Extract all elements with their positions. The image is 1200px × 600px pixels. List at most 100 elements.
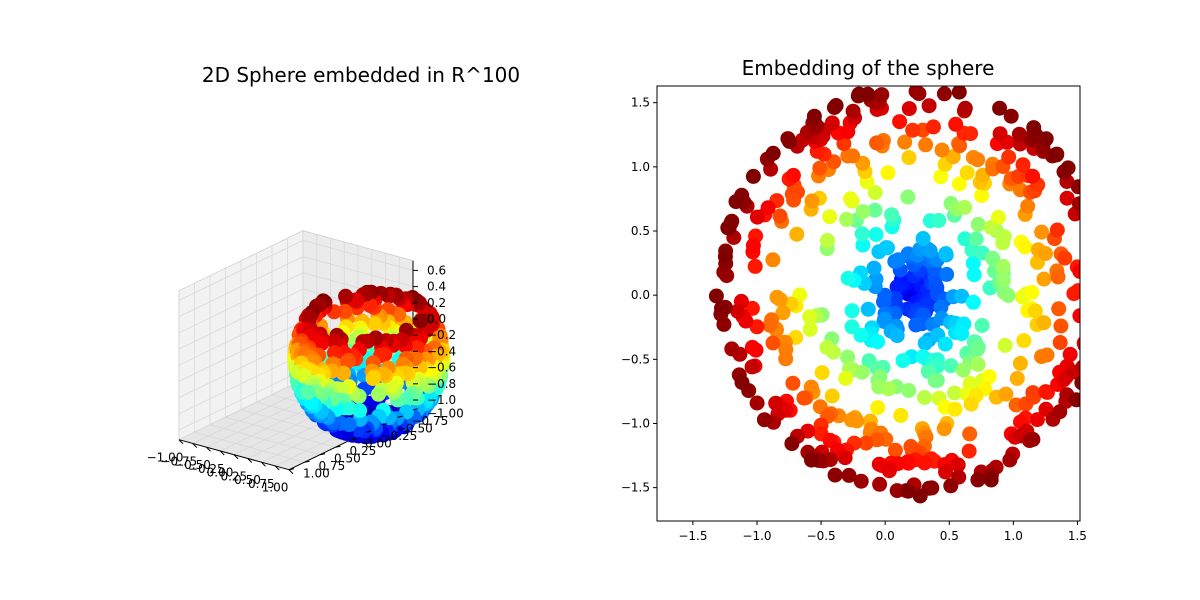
sphere-points (287, 284, 451, 445)
embedding-point (880, 165, 896, 181)
embedding-point (1025, 431, 1041, 447)
sphere-point (412, 313, 428, 329)
embedding-point (784, 436, 800, 452)
embedding-point (748, 342, 764, 358)
embedding-point (1001, 149, 1017, 165)
sphere-point (339, 354, 355, 370)
y-tick-label: 0.75 (319, 459, 346, 473)
embedding-point (957, 231, 973, 247)
embedding-point (1079, 278, 1080, 282)
embedding-point (1015, 157, 1031, 173)
embedding-point (804, 193, 820, 209)
embedding-point (1066, 286, 1080, 302)
z-tick-label: 0.0 (427, 312, 446, 326)
y-tick-label: 0.50 (334, 452, 361, 466)
embedding-point (970, 341, 985, 357)
embedding-point (1039, 347, 1055, 363)
embedding-point (966, 267, 982, 283)
embedding-point (714, 300, 729, 316)
embedding-point (912, 488, 928, 504)
embedding-point (1049, 147, 1064, 163)
embedding-point (804, 452, 819, 468)
embedding-point (1070, 179, 1080, 195)
embedding-point (1072, 308, 1080, 324)
embedding-point (951, 176, 967, 192)
embedding-point (1083, 234, 1098, 249)
embedding-point (970, 356, 986, 372)
embedding-point (858, 435, 874, 451)
left-grid-z (178, 288, 304, 350)
embedding-point (1079, 300, 1080, 306)
embedding-point (1077, 338, 1080, 351)
embedding-point (947, 385, 962, 401)
y-tick (335, 445, 341, 448)
embedding-point (985, 250, 1001, 266)
z-tick-label: −0.8 (427, 377, 456, 391)
embedding-point (812, 160, 828, 176)
embedding-point (1091, 300, 1106, 315)
embedding-axes-frame (656, 85, 1081, 522)
embedding-point (983, 472, 999, 488)
embedding-point (1089, 341, 1104, 356)
embedding-point (1062, 346, 1078, 362)
y-tick-label: −0.50 (396, 422, 433, 436)
embedding-point (1000, 287, 1016, 303)
embedding-point (963, 126, 979, 142)
embedding-point (708, 288, 724, 304)
embedding-point (1100, 296, 1115, 311)
embedding-point (802, 309, 818, 325)
embedding-point (943, 358, 959, 374)
embedding-point (933, 299, 949, 315)
embedding-point (901, 101, 917, 117)
embedding-point (780, 131, 796, 147)
x-tick (233, 454, 239, 460)
embedding-point (730, 303, 746, 319)
x-tick-label: 0.50 (234, 473, 261, 487)
embedding-point (897, 134, 913, 150)
embedding-ticks: −1.5 −1.5 −1.0 −1.0 −0.5 −0.5 0.0 0.0 0.5 0.5 1.0 1… (621, 96, 1087, 543)
embedding-point (876, 294, 892, 310)
embedding-point (1034, 224, 1050, 240)
embedding-point (1029, 412, 1045, 428)
embedding-point (1002, 452, 1018, 468)
embedding-point (1050, 269, 1066, 285)
embedding-point (819, 340, 835, 355)
embedding-point (772, 208, 788, 224)
embedding-point (855, 237, 871, 253)
sphere-point (327, 345, 342, 361)
embedding-point (938, 246, 954, 262)
embedding-point (1012, 355, 1028, 371)
embedding-point (997, 337, 1013, 353)
embedding-point (1038, 246, 1053, 261)
embedding-point (872, 476, 888, 492)
embedding-point (867, 202, 883, 218)
embedding-point (925, 119, 941, 135)
embedding-point (845, 103, 861, 119)
embedding-point (908, 317, 924, 333)
left-grid-z (178, 256, 304, 317)
embedding-point (762, 317, 778, 333)
embedding-point (738, 313, 754, 329)
y-tick-label: −0.25 (381, 429, 418, 443)
embedding-plot: Embedding of the sphere −1.5 −1.5 −1.0 −1.0… (621, 56, 1115, 543)
embedding-point (895, 353, 911, 369)
embedding-point (936, 86, 952, 102)
x-tick (288, 469, 294, 475)
embedding-point (1085, 204, 1100, 219)
embedding-point (839, 211, 855, 227)
embedding-point (822, 209, 838, 225)
embedding-point (745, 168, 761, 184)
embedding-point (957, 100, 973, 116)
embedding-point (1020, 198, 1036, 214)
embedding-point (881, 463, 897, 479)
embedding-point (951, 86, 967, 100)
embedding-point (845, 148, 861, 164)
embedding-point (1024, 284, 1040, 300)
x-tick-label: 0.75 (248, 477, 275, 491)
embedding-point (1052, 335, 1068, 350)
left-grid-z (178, 304, 304, 366)
sphere-point (300, 384, 316, 400)
z-tick-label: 0.4 (427, 280, 446, 294)
embedding-point (965, 255, 981, 271)
z-tick-label: 0.6 (427, 263, 446, 277)
